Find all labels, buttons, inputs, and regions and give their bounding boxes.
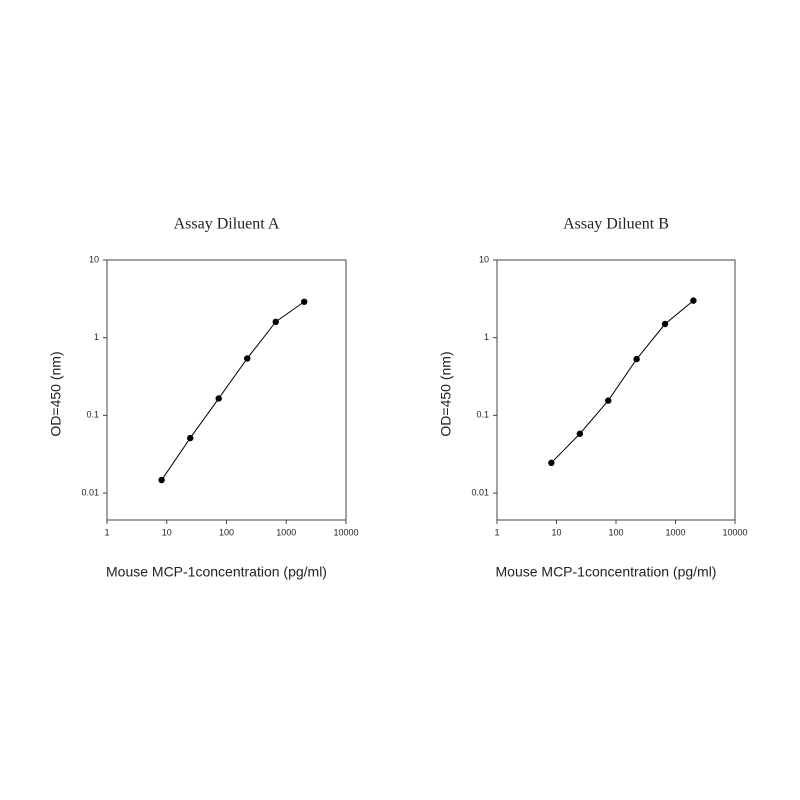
x-axis-label: Mouse MCP-1concentration (pg/ml)	[496, 564, 717, 580]
x-tick-label: 1000	[276, 527, 296, 537]
x-tick-label: 100	[608, 527, 623, 537]
x-tick-label: 1000	[665, 527, 685, 537]
data-point	[301, 298, 308, 305]
x-tick-label: 100	[219, 527, 234, 537]
y-tick-label: 0.01	[471, 487, 489, 497]
x-tick-label: 10	[551, 527, 561, 537]
data-point	[187, 434, 194, 442]
data-point	[244, 355, 251, 362]
x-tick-label: 10	[162, 527, 172, 537]
data-line	[161, 301, 305, 481]
data-line	[551, 300, 694, 464]
data-point	[690, 297, 697, 304]
y-tick-label: 0.1	[476, 410, 489, 420]
x-tick-label: 1	[494, 527, 499, 537]
data-point	[215, 395, 222, 402]
y-tick-label: 1	[484, 332, 489, 342]
data-point	[576, 430, 584, 437]
y-tick-label: 0.1	[86, 410, 99, 420]
data-point	[661, 320, 669, 328]
y-tick-label: 0.01	[81, 487, 99, 497]
x-tick-label: 10000	[333, 527, 358, 537]
data-point	[548, 459, 555, 467]
plot-frame	[106, 259, 347, 521]
data-point	[605, 397, 612, 404]
x-tick-label: 1	[104, 527, 109, 537]
y-tick-label: 10	[89, 254, 99, 264]
chart-title: Assay Diluent B	[563, 216, 669, 233]
data-point	[272, 318, 279, 326]
data-point	[633, 355, 640, 363]
y-tick-label: 1	[94, 332, 99, 342]
y-tick-label: 10	[479, 254, 489, 264]
x-axis-label: Mouse MCP-1concentration (pg/ml)	[106, 564, 327, 580]
data-point	[158, 476, 165, 484]
y-axis-label: OD=450 (nm)	[438, 351, 454, 436]
y-axis-label: OD=450 (nm)	[48, 351, 64, 436]
chart-title: Assay Diluent A	[174, 216, 280, 233]
x-tick-label: 10000	[722, 527, 747, 537]
